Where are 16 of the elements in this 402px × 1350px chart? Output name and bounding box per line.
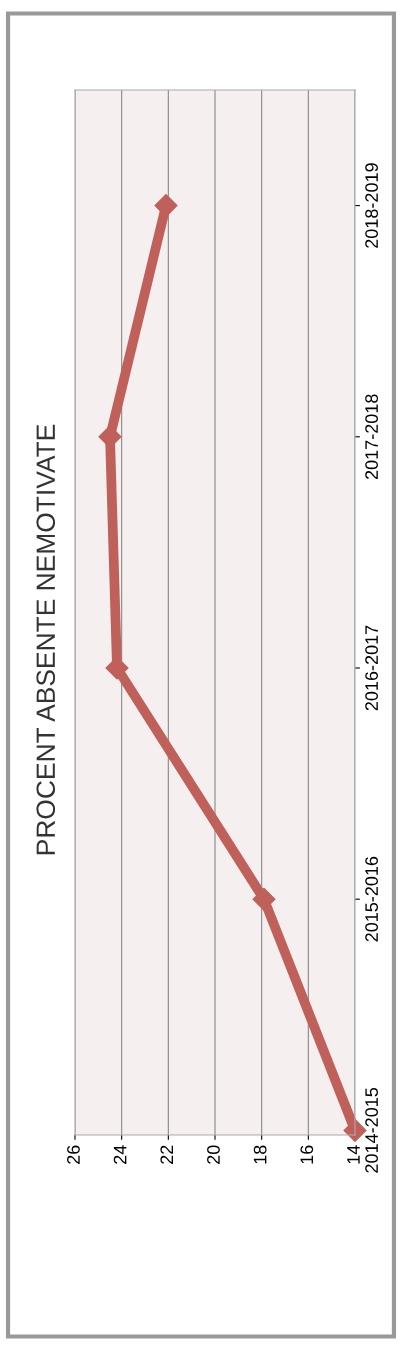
y-tick-label: 2017-2018 [365, 394, 378, 480]
y-tick-label: 2014-2015 [365, 1087, 378, 1173]
x-tick-label: 14 [347, 1145, 360, 1164]
x-tick-label: 18 [253, 1145, 267, 1164]
point [343, 1118, 367, 1142]
x-tick-label: 16 [300, 1145, 314, 1164]
text: PROCENT ABSENTE NEMOTIVATE [36, 424, 56, 855]
x-tick-label: 22 [160, 1145, 173, 1164]
point [154, 194, 178, 218]
y-tick-label: 2015-2016 [365, 856, 378, 942]
x-tick-label: 20 [207, 1145, 220, 1164]
point [252, 887, 276, 911]
x-tick-label: 24 [113, 1145, 127, 1164]
x-tick-label: 26 [67, 1145, 80, 1164]
y-tick-label: 2018-2019 [365, 163, 378, 248]
y-tick-label: 2016-2017 [365, 625, 378, 711]
